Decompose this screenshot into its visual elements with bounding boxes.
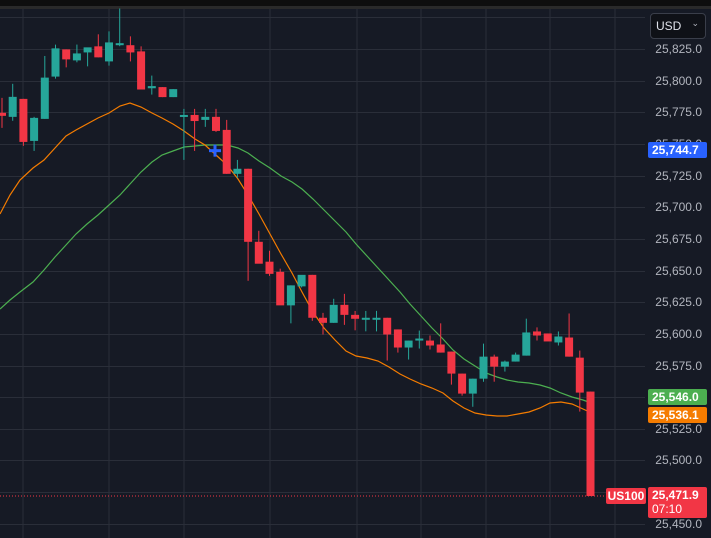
- candle-body: [254, 241, 263, 264]
- candle-body: [404, 340, 413, 348]
- chevron-down-icon: ⌄: [691, 18, 699, 28]
- candle-body: [297, 274, 306, 287]
- candle-body: [554, 336, 563, 343]
- candle-body: [19, 98, 28, 142]
- ma-fast-line: [0, 102, 595, 417]
- currency-value: USD: [656, 19, 682, 33]
- candle-body: [115, 43, 124, 46]
- symbol-label: US100: [606, 488, 646, 504]
- price-axis-label: 25,525.0: [655, 421, 702, 436]
- crosshair-price-label: 25,744.7: [648, 142, 707, 158]
- candle-body: [190, 114, 199, 122]
- candle-body: [361, 317, 370, 320]
- candle-body: [500, 361, 509, 367]
- candle-body: [393, 329, 402, 348]
- price-axis-label: 25,650.0: [655, 263, 702, 278]
- candle-body: [137, 51, 146, 90]
- candle-body: [212, 116, 220, 131]
- crosshair-icon: [209, 149, 221, 153]
- candle-body: [286, 285, 295, 306]
- window-top-bar: [0, 0, 711, 6]
- price-axis-label: 25,700.0: [655, 200, 702, 215]
- candle-body: [169, 89, 178, 98]
- candle-body: [426, 340, 434, 346]
- candle-body: [415, 338, 424, 341]
- candle-body: [383, 317, 392, 335]
- candle-body: [565, 337, 574, 357]
- candle-body: [62, 49, 71, 60]
- candle-body: [308, 274, 317, 318]
- candle-body: [329, 304, 338, 323]
- candle-body: [511, 354, 520, 362]
- candle-body: [30, 117, 39, 141]
- candle-body: [490, 356, 499, 367]
- ma-fast-price-label: 25,536.1: [648, 407, 707, 423]
- candle-body: [8, 96, 17, 117]
- window-top-border: [0, 6, 711, 9]
- candle-body: [51, 48, 60, 77]
- price-axis-label: 25,825.0: [655, 42, 702, 56]
- candle-body: [479, 356, 488, 379]
- candle-body: [586, 391, 595, 497]
- candle-body: [147, 86, 156, 89]
- candle-body: [179, 114, 188, 117]
- candle-body: [40, 77, 49, 119]
- price-axis-label: 25,575.0: [655, 358, 702, 373]
- candle-body: [158, 87, 167, 98]
- price-axis-label: 25,500.0: [655, 453, 702, 468]
- price-axis-label: 25,450.0: [655, 516, 702, 531]
- candle-body: [447, 351, 456, 374]
- candle-body: [351, 314, 360, 319]
- candle-body: [319, 317, 327, 323]
- price-axis-label: 25,625.0: [655, 295, 702, 310]
- candle-body: [126, 45, 135, 53]
- candle-body: [543, 333, 552, 342]
- candle-body: [233, 168, 242, 174]
- price-axis-label: 25,675.0: [655, 231, 702, 246]
- candle-body: [436, 344, 445, 353]
- candle-body: [575, 357, 584, 393]
- candle-body: [372, 317, 381, 320]
- currency-dropdown[interactable]: USD ⌄: [650, 13, 706, 39]
- candle-body: [458, 373, 467, 394]
- candle-body: [533, 331, 541, 336]
- candle-body: [83, 47, 92, 53]
- candle-body: [72, 53, 81, 61]
- price-axis-label: 25,600.0: [655, 326, 702, 341]
- candle-body: [468, 378, 477, 394]
- candle-body: [105, 42, 113, 62]
- candle-body: [222, 129, 231, 174]
- ma-slow-price-label: 25,546.0: [648, 389, 707, 405]
- candle-body: [340, 304, 349, 315]
- candle-body: [244, 168, 253, 242]
- ma-slow-line: [0, 144, 595, 405]
- price-axis-label: 25,775.0: [655, 105, 702, 120]
- candle-body: [0, 112, 6, 116]
- candle-body: [94, 46, 103, 58]
- last-price-value: 25,471.9: [652, 488, 699, 502]
- bar-countdown: 07:10: [652, 502, 683, 516]
- candle-body: [265, 261, 274, 274]
- last-price-label: 25,471.9 07:10: [648, 487, 707, 518]
- candle-body: [522, 332, 531, 356]
- price-axis-label: 25,800.0: [655, 73, 702, 88]
- price-axis-label: 25,725.0: [655, 168, 702, 183]
- candle-body: [201, 116, 210, 120]
- candle-body: [276, 271, 285, 306]
